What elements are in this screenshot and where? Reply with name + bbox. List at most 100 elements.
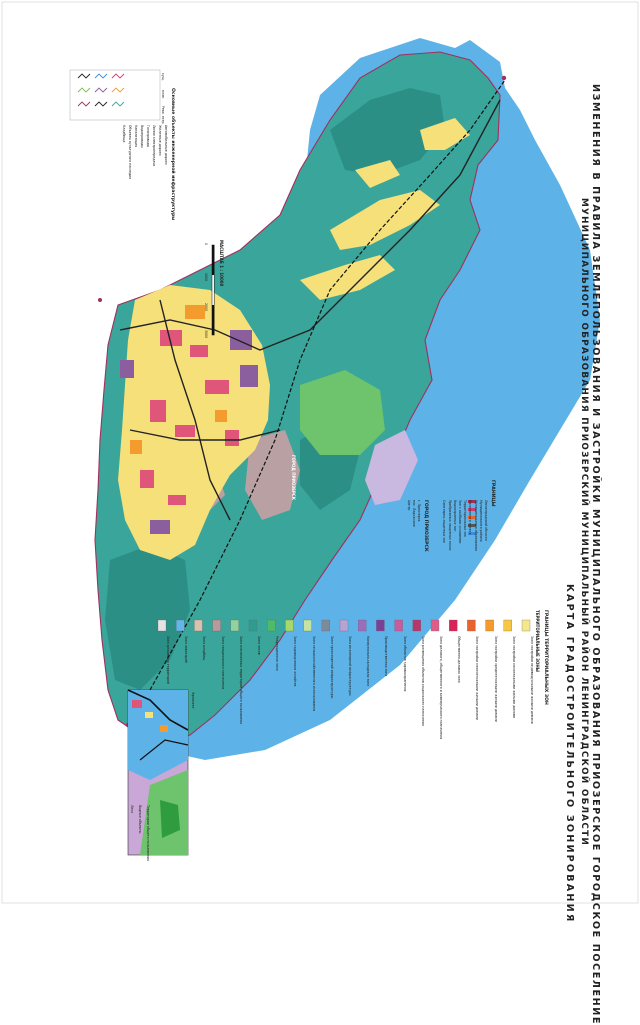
zone-legend-swatches: [157, 619, 531, 632]
left-legend-heading: Основные объекты инженерной инфраструкту…: [170, 88, 175, 221]
zone-legend-item-2: Зона застройки среднеэтажными жилыми дом…: [493, 636, 498, 722]
city-block-item-2: Центр: [407, 500, 411, 511]
agri-zone: [365, 430, 418, 505]
boundary-legend-item-1: Муниципального района: [478, 500, 483, 542]
zone-swatch-20: [157, 619, 167, 632]
left-legend-side-label-1: сущ.: [161, 73, 165, 81]
map-title-line-1: ИЗМЕНЕНИЯ В ПРАВИЛА ЗЕМЛЕПОЛЬЗОВАНИЯ И З…: [590, 84, 601, 1025]
recreation-zone: [300, 370, 385, 455]
left-legend-side-label-3: Реко. нстр.: [161, 106, 165, 125]
zone-swatch-5: [430, 619, 440, 632]
zone-legend-item-19: Зона акваторий: [184, 636, 189, 663]
zone-footer-item-1: Водные объекты: [138, 805, 142, 834]
zone-swatch-2: [485, 619, 494, 632]
city-block-title: ГОРОД ПРИОЗЕРСК: [423, 500, 428, 552]
zone-legend-item-7: Зона объектов здравоохранения: [402, 636, 407, 692]
inset-caption: Фрагмент: [191, 692, 195, 709]
boundary-legend-item-3: Населенного пункта: [468, 500, 473, 535]
map-title-line-3: КАРТА ГРАДОСТРОИТЕЛЬНОГО ЗОНИРОВАНИЯ: [564, 584, 575, 924]
zone-swatch-18: [194, 619, 203, 632]
forest-dark-patch-2: [105, 545, 190, 690]
scale-tick-3: 3000: [204, 330, 208, 339]
zone-swatch-10: [339, 619, 349, 632]
zone-swatch-1: [503, 619, 512, 632]
roads: [119, 99, 501, 521]
zone-swatch-0: [521, 619, 531, 632]
city-residential: [118, 285, 270, 560]
left-legend-item-2: Линии электропередачи: [152, 125, 156, 167]
scale-tick-1: 1000: [204, 273, 208, 282]
zone-swatch-6: [412, 619, 421, 632]
zone-legend-item-15: Зона лесов: [257, 636, 261, 655]
boundary-legend-swatches: [468, 500, 476, 535]
zone-legend-item-16: Зона озелененных территорий общего польз…: [238, 636, 243, 725]
left-legend-item-3: Газопроводы: [146, 125, 150, 148]
zone-swatch-16: [230, 619, 239, 632]
left-legend-item-5: Канализация: [134, 125, 138, 148]
inset-map: [127, 689, 189, 856]
zone-swatch-19: [176, 619, 185, 632]
city-block-item-0: г. Приозерск: [417, 500, 421, 522]
special-zone: [245, 430, 300, 520]
zone-footer-item-2: Леса: [130, 805, 134, 814]
zone-swatch-12: [303, 619, 312, 632]
zone-legend-item-9: Коммунально-складская зона: [366, 636, 371, 687]
zone-swatch-14: [267, 619, 276, 632]
zone-legend-item-14: Рекреационная зона: [275, 636, 280, 671]
zone-legend-item-5: Зона делового, общественного и коммерчес…: [439, 636, 443, 740]
zone-swatch-11: [321, 619, 330, 632]
left-legend-item-4: Водопроводы: [140, 125, 144, 148]
zone-legend-heading: ГРАНИЦЫ ТЕРРИТОРИАЛЬНЫХ ЗОН: [543, 610, 548, 705]
zone-swatch-15: [248, 619, 258, 632]
zone-legend-item-12: Зона сельскохозяйственного использования: [311, 636, 316, 712]
boundary-legend-item-4: Территориальных зон: [463, 500, 468, 538]
zone-swatch-13: [285, 619, 294, 632]
zone-footer-item-0: Территории общего пользования: [146, 805, 150, 862]
map-territory: [94, 38, 600, 760]
zone-legend-item-13: Зона садоводческих хозяйств: [293, 636, 298, 687]
boundary-legend-item-0: Ленинградской области: [484, 500, 488, 541]
boundary-legend-item-2: Муниципального образования: [473, 500, 478, 552]
zoning-map-sheet: [1, 1, 639, 904]
zone-legend-item-1: Зона застройки малоэтажными жилыми домам…: [511, 636, 516, 719]
zone-legend-item-10: Зона инженерной инфраструктуры: [348, 636, 352, 696]
scale-tick-2: 2000: [204, 303, 208, 312]
zone-legend-item-11: Зона транспортной инфраструктуры: [329, 636, 334, 699]
scale-bar-graphic: [211, 244, 215, 336]
left-legend-item-0: Автомобильные дороги: [164, 125, 168, 165]
zone-legend-item-17: Зона специального назначения: [220, 636, 225, 690]
zone-legend-subheading: ТЕРРИТОРИАЛЬНЫЕ ЗОНЫ: [535, 610, 540, 672]
boundary-legend-item-8: Санитарно-защитных зон: [442, 500, 447, 544]
scale-label: МАСШТАБ 1 : 10000: [219, 240, 224, 287]
zone-swatch-9: [358, 619, 367, 632]
zone-legend-item-3: Зона застройки многоэтажными жилыми дома…: [475, 636, 480, 720]
left-legend-item-7: Кладбища: [122, 125, 126, 143]
zone-swatch-17: [212, 619, 221, 632]
zone-legend-item-4: Общественно-деловая зона: [457, 636, 462, 683]
settlement-strips: [300, 118, 470, 300]
city-label: ГОРОД ПРИОЗЕРСК: [291, 455, 296, 500]
left-legend-symbols: [69, 69, 161, 121]
zone-legend-item-20: Зона режимных территорий: [166, 636, 170, 684]
zone-legend-item-6: Зона размещения объектов социального наз…: [420, 636, 425, 727]
zone-legend-item-8: Производственная зона: [384, 636, 389, 677]
railway-line: [149, 79, 506, 691]
zone-swatch-7: [394, 619, 403, 632]
boundary-legend-item-5: Зон с особыми условиями: [458, 500, 462, 544]
left-legend-item-1: Железные дороги: [158, 125, 162, 156]
scale-tick-0: 0: [204, 243, 208, 246]
left-legend-item-6: Объекты культурного наследия: [128, 125, 132, 180]
public-blocks: [140, 330, 239, 505]
industrial-blocks: [120, 330, 258, 534]
boundary-legend-item-7: Прибрежных защитных полос: [447, 500, 452, 551]
forest-dark-patch-1: [330, 88, 445, 175]
zone-legend-item-0: Зона застройки индивидуальными жилыми до…: [530, 636, 534, 724]
zone-swatch-8: [376, 619, 385, 632]
city-block-item-1: пос. Ладожское: [412, 500, 416, 527]
midrise-blocks: [130, 305, 227, 454]
left-legend-side-label-2: план.: [161, 90, 165, 100]
zone-legend-item-18: Зона кладбищ: [202, 636, 207, 661]
zone-swatch-3: [467, 619, 476, 632]
zone-swatch-4: [449, 619, 458, 632]
boundary-legend-heading: ГРАНИЦЫ: [490, 480, 495, 507]
